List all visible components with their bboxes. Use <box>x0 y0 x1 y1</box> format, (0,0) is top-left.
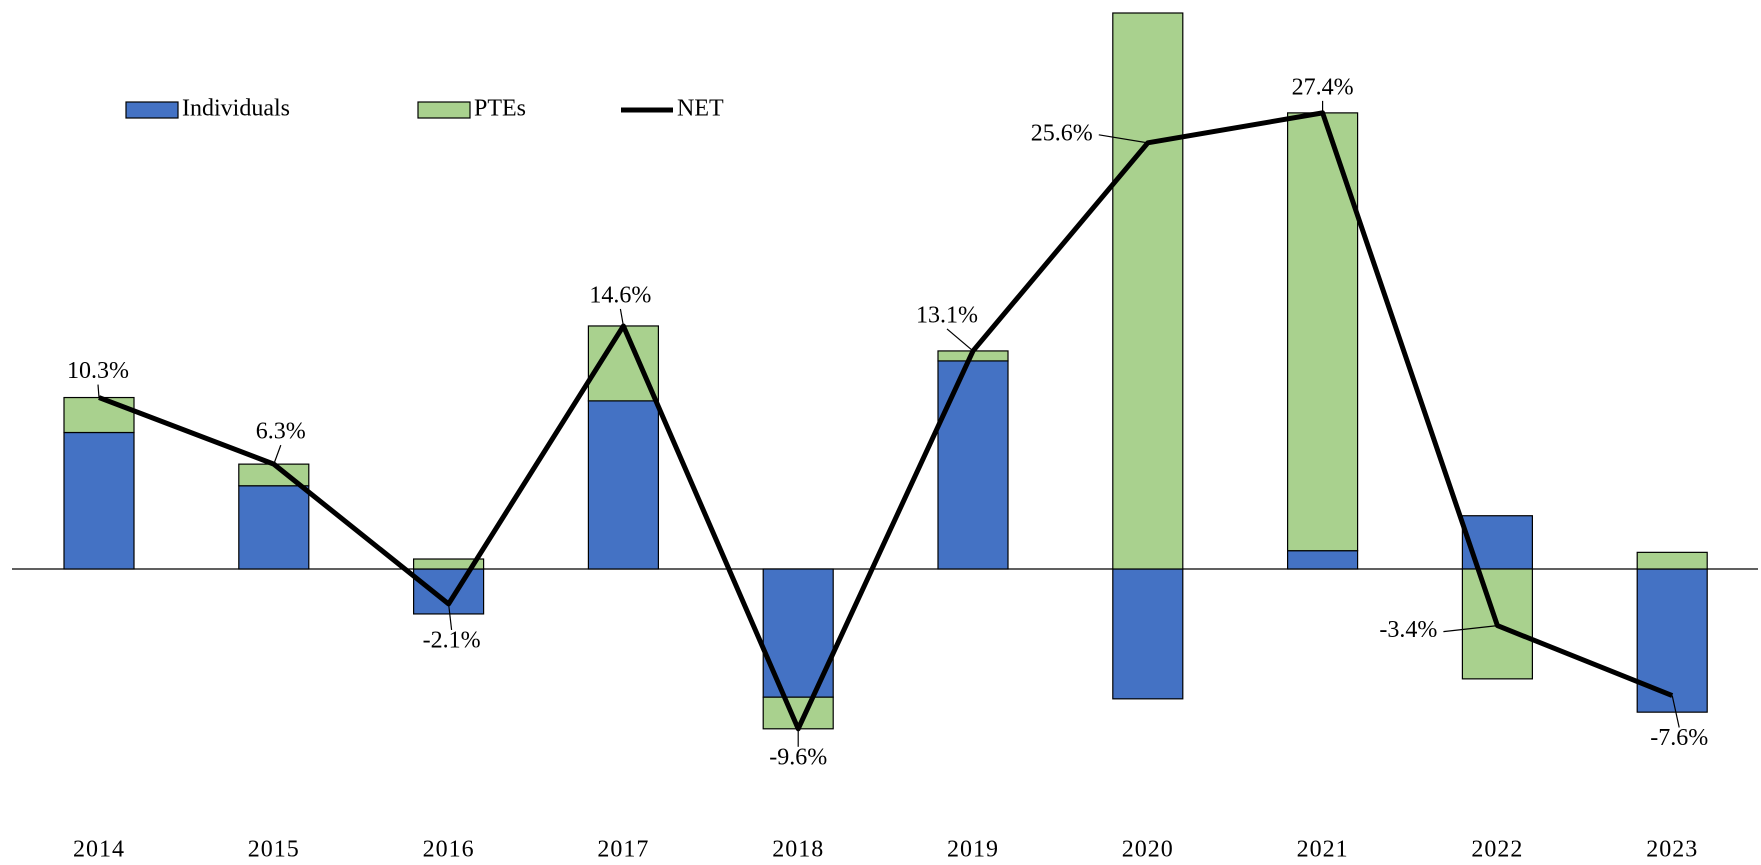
x-tick-label: 2018 <box>772 837 824 863</box>
data-label: -7.6% <box>1650 725 1708 751</box>
label-leader <box>1671 695 1680 728</box>
x-tick-label: 2014 <box>73 837 125 863</box>
label-leader <box>1098 134 1148 144</box>
data-label: 10.3% <box>67 358 129 384</box>
x-tick-label: 2023 <box>1646 837 1698 863</box>
x-tick-label: 2019 <box>947 837 999 863</box>
data-label: 13.1% <box>916 302 978 328</box>
data-label: -2.1% <box>423 627 481 653</box>
legend-label: NET <box>677 96 724 122</box>
bar-segment <box>1636 568 1708 713</box>
bar-segment <box>63 396 135 434</box>
bar-segment <box>1112 12 1184 570</box>
bar-segment <box>63 431 135 570</box>
label-leader <box>619 308 624 327</box>
data-label: 27.4% <box>1292 74 1354 100</box>
x-tick-label: 2022 <box>1471 837 1523 863</box>
label-leader <box>97 384 100 398</box>
bar-segment <box>1286 550 1359 570</box>
bar-segment <box>587 400 660 570</box>
legend-label: PTEs <box>474 96 526 122</box>
x-tick-label: 2017 <box>597 837 649 863</box>
label-leader <box>946 328 974 352</box>
label-leader <box>448 603 453 631</box>
label-leader <box>273 444 282 465</box>
legend-swatch <box>417 101 471 119</box>
bar-segment <box>1636 551 1708 570</box>
bar-segment <box>413 558 485 570</box>
data-label: 14.6% <box>589 282 651 308</box>
bar-segment <box>1112 568 1184 700</box>
data-label: 6.3% <box>256 419 306 445</box>
x-tick-label: 2021 <box>1297 837 1349 863</box>
data-label: -3.4% <box>1379 617 1437 643</box>
label-leader <box>1443 625 1498 633</box>
legend-label: Individuals <box>182 96 290 122</box>
x-tick-label: 2016 <box>423 837 475 863</box>
bar-segment <box>937 360 1009 570</box>
x-tick-label: 2015 <box>248 837 300 863</box>
x-tick-label: 2020 <box>1122 837 1174 863</box>
net-line <box>98 110 1674 732</box>
data-label: 25.6% <box>1031 120 1093 146</box>
legend-swatch <box>125 101 179 119</box>
data-label: -9.6% <box>769 744 827 770</box>
bar-segment <box>238 485 310 570</box>
